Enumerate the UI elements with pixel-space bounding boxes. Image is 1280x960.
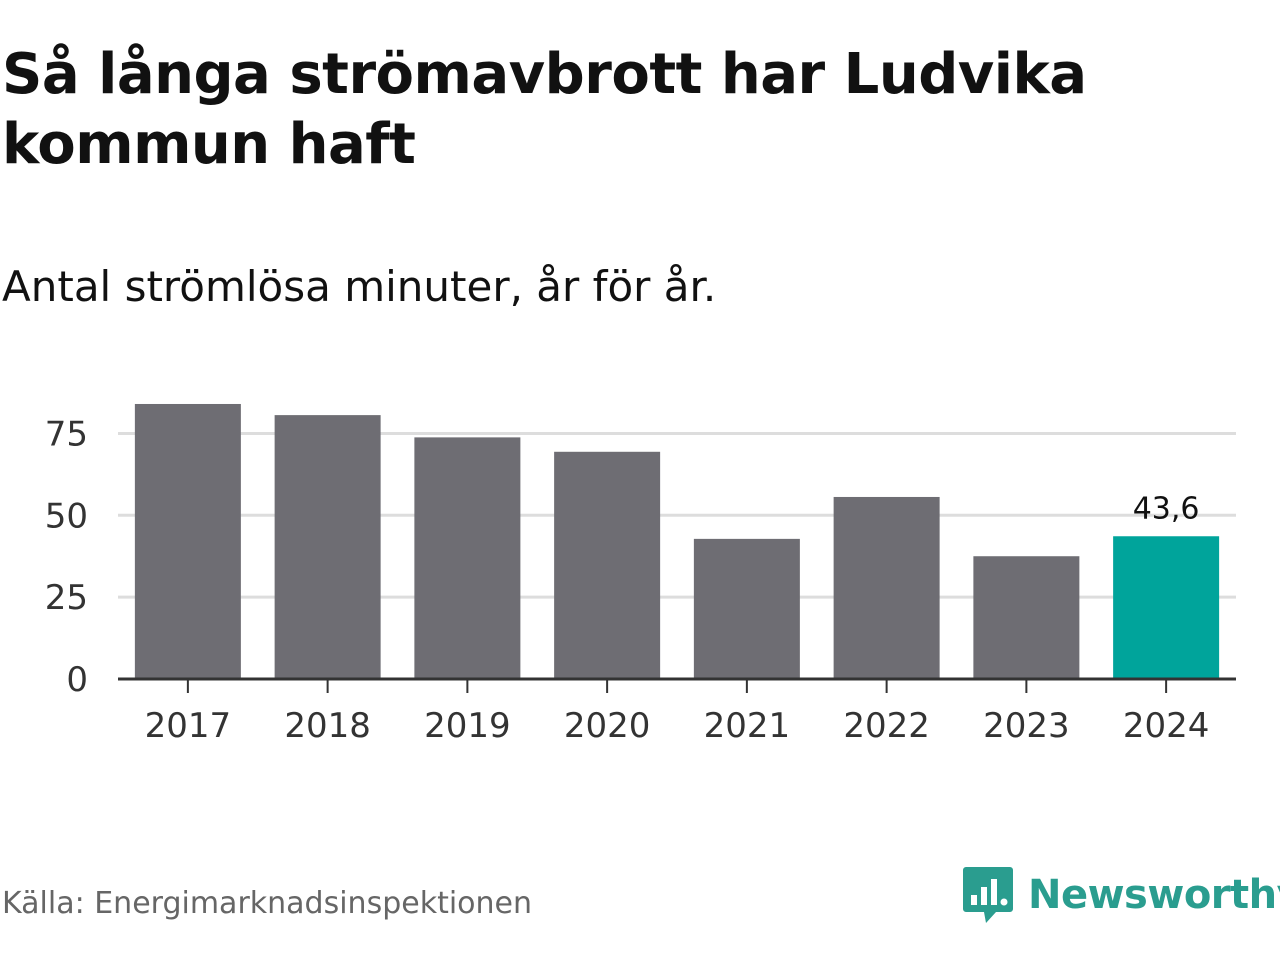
bar xyxy=(833,496,940,679)
y-tick-label: 75 xyxy=(45,414,88,454)
bar xyxy=(274,415,381,679)
brand-name: Newsworthy xyxy=(1028,872,1280,918)
x-tick-label: 2018 xyxy=(284,706,371,746)
chart-bubble-icon xyxy=(963,867,1013,923)
x-tick-label: 2021 xyxy=(704,706,791,746)
x-tick-label: 2023 xyxy=(983,706,1070,746)
x-tick-label: 2022 xyxy=(843,706,930,746)
bar xyxy=(693,538,800,679)
newsworthy-logo: Newsworthy xyxy=(962,864,1280,926)
x-tick-label: 2020 xyxy=(564,706,651,746)
data-label: 43,6 xyxy=(1133,491,1200,526)
x-tick-label: 2019 xyxy=(424,706,511,746)
bar xyxy=(1113,536,1220,679)
bar xyxy=(414,437,521,679)
chart-subtitle: Antal strömlösa minuter, år för år. xyxy=(2,262,717,311)
y-tick-label: 25 xyxy=(45,578,88,618)
x-tick-label: 2024 xyxy=(1123,706,1210,746)
bar xyxy=(134,403,241,679)
chart-title: Så långa strömavbrott har Ludvika kommun… xyxy=(2,42,1087,177)
y-tick-label: 50 xyxy=(45,496,88,536)
y-tick-label: 0 xyxy=(66,660,88,700)
source-note: Källa: Energimarknadsinspektionen xyxy=(2,886,533,921)
bar-chart: 0 25 50 75 2017 2018 2019 2020 2021 2022 2023 2024 4… xyxy=(45,403,1236,746)
x-tick-label: 2017 xyxy=(145,706,232,746)
bar xyxy=(973,556,1080,679)
bar xyxy=(554,451,661,679)
